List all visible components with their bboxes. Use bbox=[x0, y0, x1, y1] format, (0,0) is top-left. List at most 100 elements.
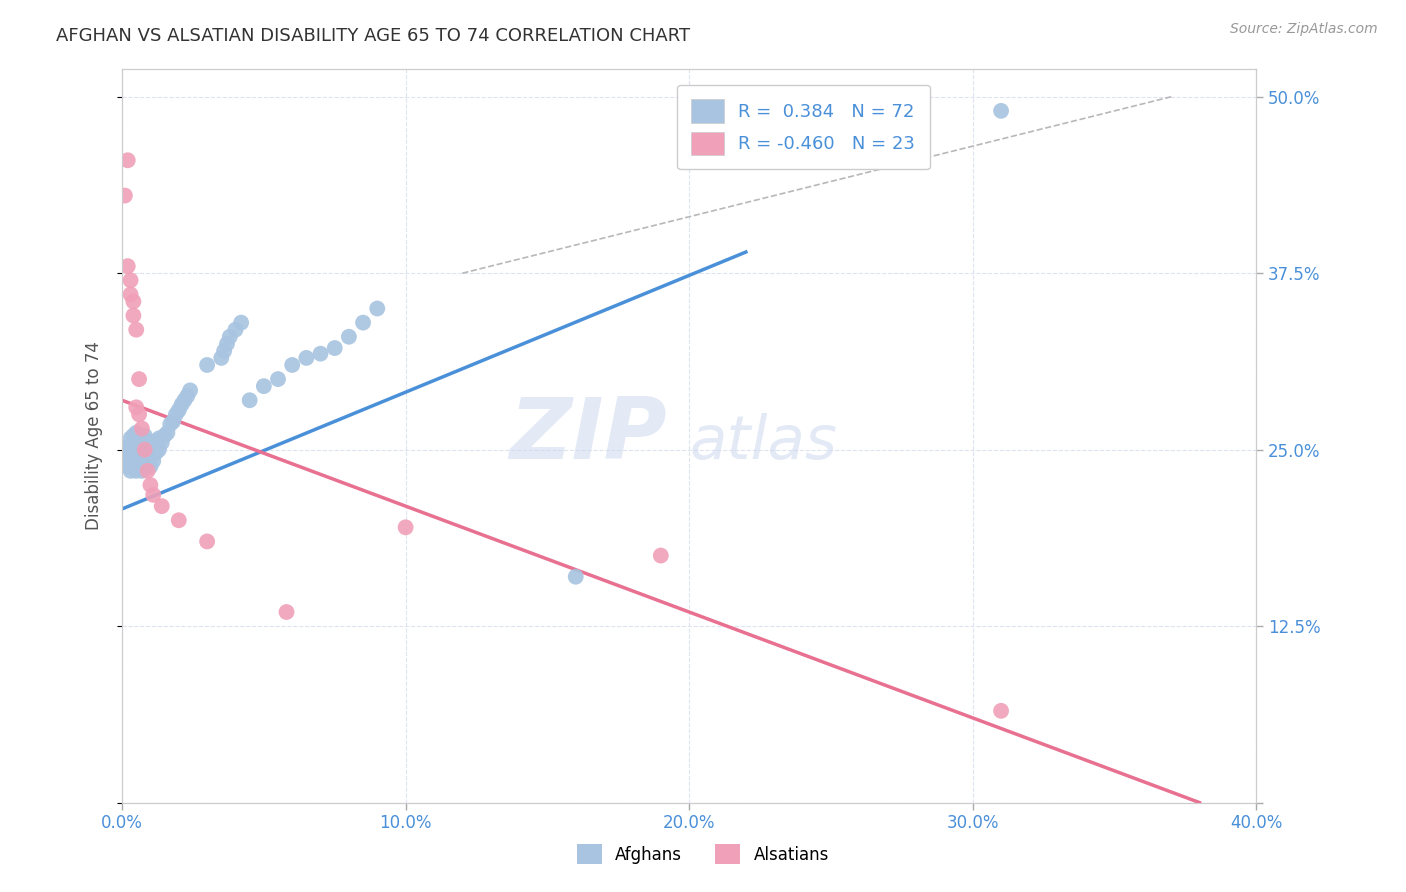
Point bbox=[139, 450, 162, 464]
Point bbox=[122, 450, 145, 464]
Point bbox=[131, 421, 153, 435]
Point bbox=[114, 442, 136, 457]
Point bbox=[990, 103, 1012, 118]
Point bbox=[122, 428, 145, 442]
Point bbox=[134, 442, 156, 457]
Point bbox=[153, 428, 176, 442]
Point bbox=[224, 323, 246, 337]
Point bbox=[120, 431, 142, 445]
Point bbox=[218, 330, 240, 344]
Text: Source: ZipAtlas.com: Source: ZipAtlas.com bbox=[1230, 22, 1378, 37]
Point bbox=[125, 435, 148, 450]
Point bbox=[564, 570, 586, 584]
Point bbox=[125, 425, 148, 440]
Point bbox=[120, 440, 142, 454]
Point bbox=[117, 440, 139, 454]
Point bbox=[142, 488, 165, 502]
Point bbox=[195, 358, 218, 372]
Point bbox=[120, 464, 142, 478]
Point bbox=[148, 431, 170, 445]
Point bbox=[215, 336, 238, 351]
Point bbox=[134, 450, 156, 464]
Point bbox=[122, 294, 145, 309]
Point bbox=[125, 445, 148, 459]
Point bbox=[114, 188, 136, 202]
Point bbox=[125, 323, 148, 337]
Point bbox=[131, 442, 153, 457]
Point bbox=[179, 384, 201, 398]
Point bbox=[120, 273, 142, 287]
Point bbox=[128, 459, 150, 474]
Point bbox=[295, 351, 318, 365]
Point bbox=[117, 259, 139, 273]
Point bbox=[117, 450, 139, 464]
Point bbox=[114, 457, 136, 471]
Point bbox=[239, 393, 262, 408]
Point bbox=[125, 454, 148, 468]
Point bbox=[125, 401, 148, 415]
Point bbox=[212, 343, 235, 358]
Point bbox=[145, 434, 167, 449]
Point bbox=[209, 351, 232, 365]
Point bbox=[136, 445, 159, 459]
Point bbox=[990, 704, 1012, 718]
Point bbox=[162, 414, 184, 428]
Point bbox=[167, 513, 190, 527]
Text: ZIP: ZIP bbox=[509, 394, 666, 477]
Point bbox=[128, 440, 150, 454]
Point bbox=[136, 457, 159, 471]
Point bbox=[352, 316, 374, 330]
Legend: Afghans, Alsatians: Afghans, Alsatians bbox=[571, 838, 835, 871]
Point bbox=[117, 459, 139, 474]
Point bbox=[150, 499, 173, 513]
Point bbox=[253, 379, 276, 393]
Point bbox=[139, 459, 162, 474]
Point bbox=[128, 408, 150, 422]
Point bbox=[176, 389, 198, 403]
Point bbox=[122, 309, 145, 323]
Point bbox=[136, 434, 159, 449]
Y-axis label: Disability Age 65 to 74: Disability Age 65 to 74 bbox=[86, 341, 103, 530]
Point bbox=[156, 425, 179, 440]
Point bbox=[231, 316, 253, 330]
Point bbox=[139, 438, 162, 452]
Point bbox=[134, 459, 156, 474]
Point bbox=[150, 435, 173, 450]
Point bbox=[145, 445, 167, 459]
Point bbox=[148, 442, 170, 457]
Point bbox=[309, 347, 332, 361]
Point bbox=[120, 450, 142, 464]
Point bbox=[122, 440, 145, 454]
Point bbox=[276, 605, 298, 619]
Point bbox=[131, 454, 153, 468]
Point bbox=[120, 287, 142, 301]
Point bbox=[323, 341, 346, 355]
Point bbox=[337, 330, 360, 344]
Point bbox=[134, 428, 156, 442]
Point bbox=[281, 358, 304, 372]
Point bbox=[128, 431, 150, 445]
Point bbox=[142, 454, 165, 468]
Point bbox=[142, 442, 165, 457]
Point bbox=[165, 408, 187, 422]
Point bbox=[366, 301, 388, 316]
Text: atlas: atlas bbox=[689, 413, 837, 473]
Point bbox=[170, 397, 193, 411]
Point bbox=[131, 464, 153, 478]
Point bbox=[267, 372, 290, 386]
Point bbox=[167, 403, 190, 417]
Point bbox=[139, 478, 162, 492]
Point bbox=[125, 464, 148, 478]
Text: AFGHAN VS ALSATIAN DISABILITY AGE 65 TO 74 CORRELATION CHART: AFGHAN VS ALSATIAN DISABILITY AGE 65 TO … bbox=[56, 27, 690, 45]
Legend: R =  0.384   N = 72, R = -0.460   N = 23: R = 0.384 N = 72, R = -0.460 N = 23 bbox=[676, 85, 929, 169]
Point bbox=[195, 534, 218, 549]
Point bbox=[136, 464, 159, 478]
Point bbox=[650, 549, 672, 563]
Point bbox=[128, 450, 150, 464]
Point bbox=[128, 372, 150, 386]
Point bbox=[122, 459, 145, 474]
Point bbox=[117, 153, 139, 168]
Point bbox=[173, 393, 195, 408]
Point bbox=[134, 440, 156, 454]
Point bbox=[394, 520, 416, 534]
